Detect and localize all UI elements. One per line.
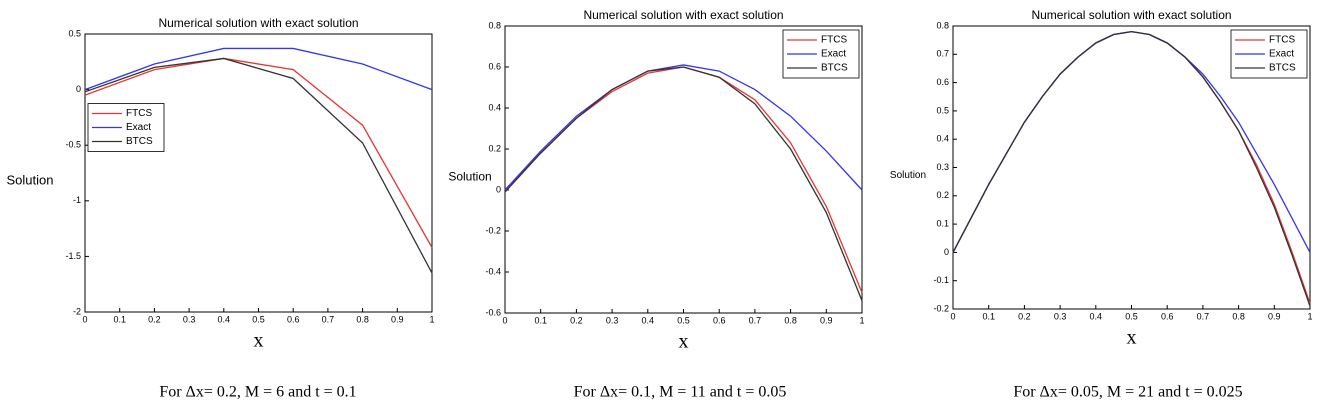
y-tick-label: 0.5	[68, 28, 81, 38]
y-tick-label: 0.2	[936, 190, 949, 200]
x-tick-label: 0.5	[677, 315, 690, 325]
y-tick-label: 0.4	[488, 102, 501, 112]
y-tick-label: 0.6	[488, 61, 501, 71]
x-tick-label: 0.4	[218, 314, 231, 324]
data-line	[952, 31, 1311, 307]
x-tick-label: 0.9	[391, 314, 404, 324]
x-tick-label: 1	[429, 314, 434, 324]
y-tick-label: -0.5	[65, 140, 81, 150]
y-tick-label: -1.5	[65, 251, 81, 261]
y-tick-label: 0.8	[488, 20, 501, 30]
y-tick-label: 0	[76, 84, 81, 94]
legend-label: BTCS	[821, 63, 848, 74]
x-tick-label: 0.4	[642, 315, 655, 325]
legend-label: Exact	[821, 49, 846, 60]
x-tick-label: 0.8	[784, 315, 797, 325]
y-axis-label: Solution	[7, 172, 54, 187]
y-tick-label: -0.2	[485, 225, 501, 235]
data-line	[504, 66, 863, 301]
x-axis-label: x	[254, 330, 264, 352]
y-tick-label: 0	[496, 184, 501, 194]
x-tick-label: 0.9	[1268, 311, 1281, 321]
x-tick-label: 0.7	[322, 314, 335, 324]
y-tick-label: -1	[73, 195, 81, 205]
x-tick-label: 0.6	[1161, 311, 1174, 321]
y-axis-label: Solution	[448, 170, 491, 184]
x-tick-label: 0.1	[534, 315, 547, 325]
y-tick-label: 0.8	[936, 20, 949, 30]
y-tick-label: 0.2	[488, 143, 501, 153]
caption: For Δx= 0.05, M = 21 and t = 0.025	[1013, 384, 1242, 401]
y-tick-label: 0.6	[936, 77, 949, 87]
x-axis-label: x	[1127, 327, 1137, 349]
y-tick-label: 0.4	[936, 134, 949, 144]
legend-label: Exact	[1269, 49, 1294, 60]
chart-title: Numerical solution with exact solution	[583, 8, 783, 22]
plot-area	[84, 33, 433, 313]
legend-label: FTCS	[1269, 35, 1295, 46]
x-tick-label: 1	[859, 315, 864, 325]
x-tick-label: 0	[82, 314, 87, 324]
y-tick-label: -2	[73, 306, 81, 316]
x-tick-label: 0.8	[356, 314, 369, 324]
x-tick-label: 0.9	[820, 315, 833, 325]
y-tick-label: -0.4	[485, 266, 501, 276]
x-tick-label: 0.2	[148, 314, 161, 324]
chart-title: Numerical solution with exact solution	[1031, 8, 1231, 22]
data-line	[84, 47, 433, 91]
y-tick-label: -0.2	[933, 303, 949, 313]
x-tick-label: 0	[502, 315, 507, 325]
chart-title: Numerical solution with exact solution	[158, 16, 358, 30]
y-tick-label: -0.1	[933, 275, 949, 285]
x-tick-label: 0.5	[1125, 311, 1138, 321]
y-tick-label: -0.6	[485, 307, 501, 317]
x-tick-label: 0	[950, 311, 955, 321]
legend-label: BTCS	[1269, 63, 1296, 74]
x-tick-label: 0.2	[1018, 311, 1031, 321]
x-tick-label: 0.4	[1090, 311, 1103, 321]
legend-label: BTCS	[126, 136, 153, 147]
caption: For Δx= 0.2, M = 6 and t = 0.1	[159, 384, 356, 401]
x-tick-label: 0.3	[606, 315, 619, 325]
x-tick-label: 0.7	[1197, 311, 1210, 321]
x-tick-label: 1	[1307, 311, 1312, 321]
x-tick-label: 0.6	[713, 315, 726, 325]
y-axis-label: Solution	[890, 170, 926, 181]
x-tick-label: 0.6	[287, 314, 300, 324]
y-tick-label: 0	[944, 247, 949, 257]
x-tick-label: 0.3	[1054, 311, 1067, 321]
y-tick-label: 0.5	[936, 105, 949, 115]
data-line	[84, 57, 433, 274]
legend-label: FTCS	[126, 108, 152, 119]
x-tick-label: 0.5	[252, 314, 265, 324]
legend-label: Exact	[126, 122, 151, 133]
x-tick-label: 0.8	[1232, 311, 1245, 321]
data-line	[504, 64, 863, 191]
x-tick-label: 0.2	[570, 315, 583, 325]
caption: For Δx= 0.1, M = 11 and t = 0.05	[574, 384, 787, 401]
x-tick-label: 0.1	[113, 314, 126, 324]
data-line	[84, 57, 433, 248]
legend-label: FTCS	[821, 35, 847, 46]
x-tick-label: 0.3	[183, 314, 196, 324]
y-tick-label: 0.1	[936, 218, 949, 228]
x-axis-label: x	[679, 331, 689, 353]
x-tick-label: 0.1	[982, 311, 995, 321]
y-tick-label: 0.3	[936, 162, 949, 172]
x-tick-label: 0.7	[749, 315, 762, 325]
y-tick-label: 0.7	[936, 49, 949, 59]
